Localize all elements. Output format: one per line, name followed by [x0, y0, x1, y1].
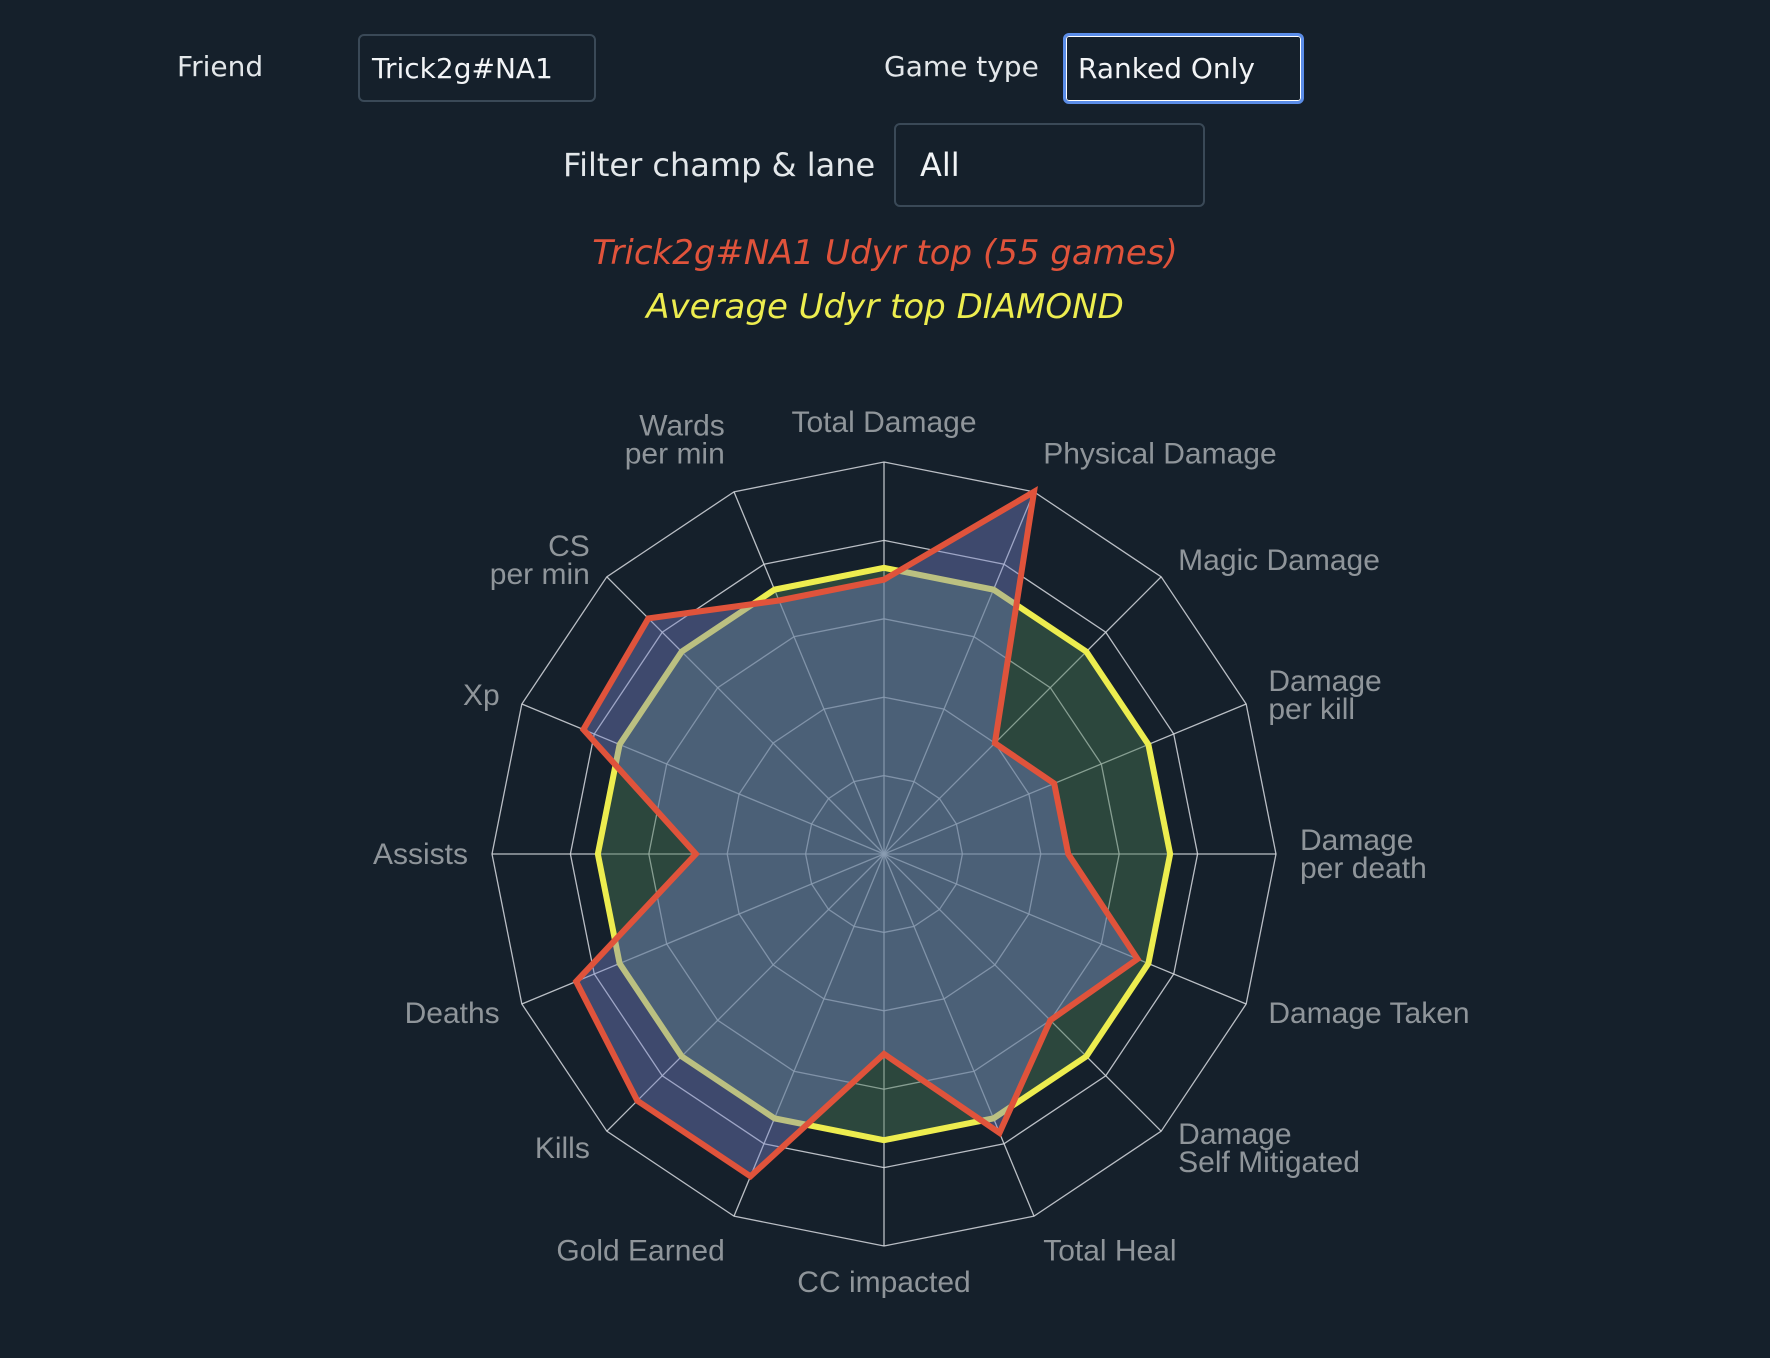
axis-label: Kills — [535, 1132, 590, 1165]
axis-label-line: CC impacted — [797, 1266, 970, 1299]
average-series-polygon — [594, 564, 1174, 1144]
axis-label-line: Physical Damage — [1043, 438, 1276, 471]
game-type-select[interactable]: Ranked Only — [1063, 33, 1304, 104]
axis-label: Magic Damage — [1178, 544, 1380, 577]
radar-series — [572, 486, 1174, 1181]
radar-spoke — [883, 491, 1035, 855]
friend-input[interactable]: Trick2g#NA1 — [358, 34, 596, 102]
axis-label: CS per min — [490, 530, 590, 591]
axis-label: Damage Self Mitigated — [1178, 1118, 1360, 1179]
radar-spoke — [883, 703, 1247, 855]
radar-spoke — [883, 853, 1162, 1132]
axis-label-line: Xp — [463, 679, 500, 712]
radar-spoke — [733, 491, 885, 855]
axis-label: Physical Damage — [1043, 438, 1276, 471]
axis-label-line: Kills — [535, 1132, 590, 1165]
axis-label-line: Damage — [1300, 824, 1413, 857]
axis-label: Gold Earned — [556, 1234, 724, 1267]
radar-grid — [491, 461, 1277, 1247]
player-series-polygon — [572, 486, 1142, 1181]
axis-label-line: Total Heal — [1043, 1234, 1176, 1267]
radar-axis-labels: Total Damage Physical Damage Magic Damage D… — [373, 406, 1470, 1299]
legend-player-series: Trick2g#NA1 Udyr top (55 games) — [592, 233, 1178, 273]
axis-label: CC impacted — [797, 1266, 970, 1299]
axis-label: Deaths — [405, 997, 500, 1030]
friend-label: Friend — [177, 50, 264, 83]
axis-label-line: Damage Taken — [1268, 997, 1469, 1030]
axis-label-line: Self Mitigated — [1178, 1146, 1360, 1179]
axis-label-line: Total Damage — [791, 406, 976, 439]
axis-label-line: Gold Earned — [556, 1234, 724, 1267]
axis-label-line: Assists — [373, 838, 468, 871]
legend-average-series: Average Udyr top DIAMOND — [646, 287, 1124, 327]
axis-label: Damage per death — [1300, 824, 1427, 885]
axis-label: Total Damage — [791, 406, 976, 439]
radar-spoke — [733, 853, 885, 1217]
axis-label: Damage Taken — [1268, 997, 1469, 1030]
champ-lane-label: Filter champ & lane — [563, 146, 876, 184]
axis-label: Xp — [463, 679, 500, 712]
axis-label: Damage per kill — [1268, 665, 1381, 726]
game-type-label: Game type — [884, 50, 1039, 83]
axis-label-line: Wards — [639, 410, 725, 443]
axis-label-line: per death — [1300, 852, 1427, 885]
axis-label-line: per kill — [1268, 693, 1355, 726]
axis-label-line: CS — [548, 530, 590, 563]
radar-spoke — [883, 853, 1035, 1217]
radar-spoke — [606, 576, 885, 855]
axis-label-line: Damage — [1178, 1118, 1291, 1151]
axis-label-line: Magic Damage — [1178, 544, 1380, 577]
axis-label: Total Heal — [1043, 1234, 1176, 1267]
axis-label-line: per min — [490, 558, 590, 591]
axis-label-line: Damage — [1268, 665, 1381, 698]
axis-label-line: Deaths — [405, 997, 500, 1030]
radar-spoke — [883, 576, 1162, 855]
axis-label-line: per min — [625, 438, 725, 471]
radar-spoke — [606, 853, 885, 1132]
radar-spoke — [883, 853, 1247, 1005]
axis-label: Wards per min — [625, 410, 725, 471]
champ-lane-select[interactable]: All — [894, 123, 1205, 207]
axis-label: Assists — [373, 838, 468, 871]
